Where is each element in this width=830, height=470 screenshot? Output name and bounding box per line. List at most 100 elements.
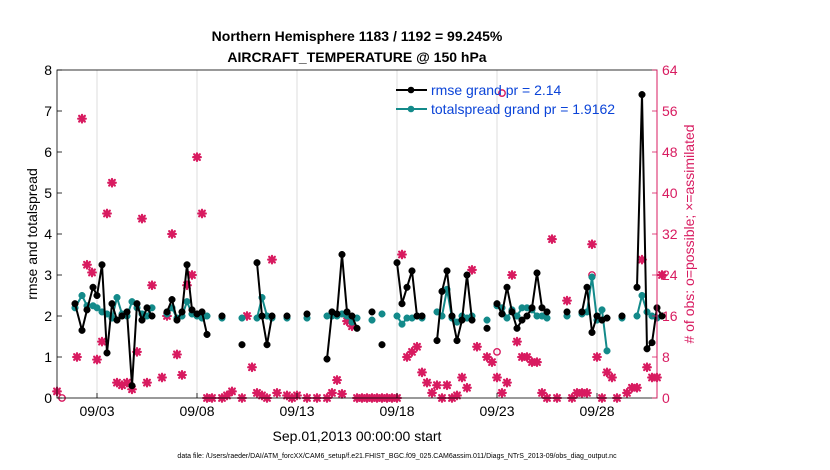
obs-assimilated-marker — [332, 375, 342, 385]
rmse-point — [593, 312, 601, 320]
y-tick-label: 1 — [44, 349, 52, 365]
obs-star-stroke — [468, 265, 476, 274]
y2-tick-label: 56 — [662, 103, 678, 119]
y2-tick-label: 64 — [662, 62, 678, 78]
obs-assimilated-marker — [142, 377, 152, 388]
obs-star-stroke — [483, 353, 491, 361]
obs-assimilated-marker — [632, 382, 642, 393]
obs-assimilated-marker — [82, 259, 92, 270]
obs-star-stroke — [443, 381, 451, 390]
obs-assimilated-marker — [147, 280, 157, 291]
totalspread-point — [638, 291, 646, 300]
obs-assimilated-marker — [432, 380, 442, 391]
obs-assimilated-marker — [492, 372, 502, 383]
obs-star-stroke — [148, 281, 156, 290]
rmse-point — [123, 308, 131, 316]
x-tick-label: 09/23 — [479, 403, 514, 419]
rmse-point — [333, 310, 341, 318]
totalspread-point — [368, 316, 376, 324]
y2-tick-label: 40 — [662, 185, 678, 201]
obs-star-stroke — [453, 391, 461, 400]
obs-star-stroke — [193, 153, 201, 162]
rmse-point — [393, 259, 401, 267]
obs-star-stroke — [258, 391, 266, 400]
obs-assimilated-marker — [487, 357, 497, 368]
rmse-point — [378, 341, 386, 349]
rmse-point — [438, 287, 446, 295]
obs-assimilated-marker — [517, 352, 527, 362]
obs-assimilated-marker — [462, 382, 472, 393]
rmse-point — [143, 304, 151, 312]
y2-tick-label: 32 — [662, 226, 678, 242]
rmse-point — [188, 306, 196, 314]
rmse-point — [468, 316, 476, 324]
y-tick-label: 6 — [44, 144, 52, 160]
obs-star-stroke — [413, 342, 421, 351]
totalspread-point — [633, 312, 641, 320]
rmse-point — [348, 312, 356, 320]
obs-star-stroke — [268, 255, 276, 264]
rmse-point — [183, 261, 191, 269]
obs-assimilated-marker — [547, 234, 557, 245]
obs-star-stroke — [488, 358, 496, 367]
obs-assimilated-marker — [587, 239, 597, 250]
rmse-point — [643, 345, 651, 353]
rmse-point — [133, 300, 141, 308]
obs-assimilated-marker — [482, 352, 492, 362]
obs-star-stroke — [398, 250, 406, 259]
obs-assimilated-marker — [397, 249, 407, 260]
obs-assimilated-marker — [137, 213, 147, 224]
y-tick-label: 7 — [44, 103, 52, 119]
rmse-point — [178, 308, 186, 316]
obs-assimilated-marker — [167, 229, 177, 239]
obs-star-stroke — [73, 353, 81, 361]
rmse-point — [398, 300, 406, 308]
totalspread-point — [78, 291, 86, 300]
rmse-point — [458, 316, 466, 324]
rmse-point — [108, 300, 116, 308]
rmse-point — [173, 316, 181, 324]
obs-star-stroke — [523, 353, 531, 361]
obs-star-stroke — [328, 388, 336, 397]
y2-tick-label: 24 — [662, 267, 678, 283]
rmse-point — [618, 312, 626, 320]
obs-assimilated-marker — [417, 367, 427, 378]
rmse-point — [113, 316, 121, 324]
legend-spread-marker — [407, 105, 415, 113]
obs-star-stroke — [633, 383, 641, 392]
obs-assimilated-marker — [227, 386, 237, 397]
rmse-point — [258, 312, 266, 320]
obs-star-stroke — [583, 388, 591, 397]
rmse-point — [603, 314, 611, 322]
obs-star-stroke — [493, 373, 501, 382]
obs-assimilated-marker — [177, 370, 187, 380]
obs-assimilated-marker — [327, 387, 337, 398]
obs-star-stroke — [98, 337, 106, 346]
y2-tick-label: 8 — [662, 349, 670, 365]
obs-assimilated-marker — [657, 270, 667, 280]
rmse-point — [633, 283, 641, 291]
obs-star-stroke — [83, 260, 91, 269]
obs-star-stroke — [423, 378, 431, 387]
rmse-point — [98, 261, 106, 269]
rmse-point — [263, 341, 271, 349]
obs-assimilated-marker — [582, 387, 592, 398]
obs-assimilated-marker — [77, 113, 87, 124]
obs-star-stroke — [228, 387, 236, 396]
obs-assimilated-marker — [247, 362, 257, 373]
rmse-point — [238, 341, 246, 349]
rmse-point — [218, 312, 226, 320]
y2-tick-label: 48 — [662, 144, 678, 160]
rmse-point — [148, 312, 156, 320]
obs-star-stroke — [508, 271, 516, 279]
rmse-point — [89, 283, 97, 291]
legend-spread-label: totalspread grand pr = 1.9162 — [431, 101, 615, 117]
obs-star-stroke — [188, 271, 196, 279]
obs-assimilated-marker — [172, 349, 182, 360]
rmse-point — [578, 308, 586, 316]
y-tick-label: 3 — [44, 267, 52, 283]
obs-star-stroke — [283, 391, 291, 400]
rmse-point — [403, 283, 411, 291]
x-tick-label: 09/13 — [279, 403, 314, 419]
